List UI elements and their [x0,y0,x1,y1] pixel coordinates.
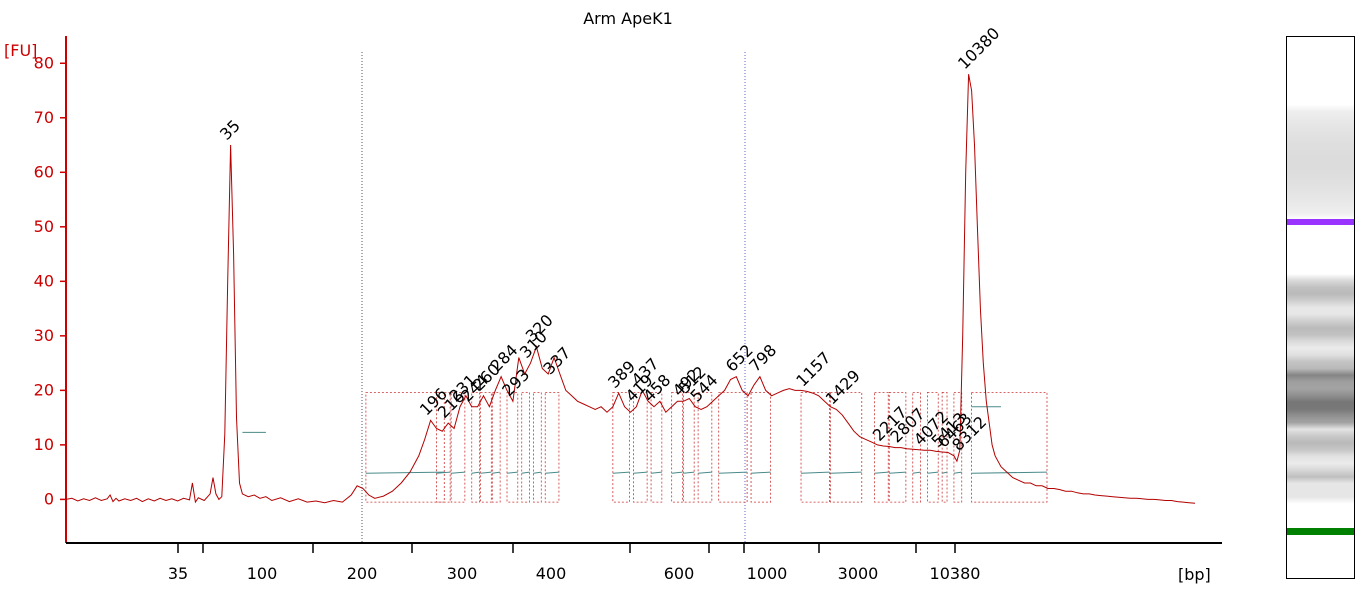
x-tick-label: 3000 [838,564,879,583]
baseline-mark [912,471,921,474]
peak-label: 10380 [954,24,1003,73]
electropherogram-plot: Arm ApeK1 [FU] [bp] 0 10 20 30 40 50 60 70 80 35… [4,9,1222,584]
x-axis-label: [bp] [1178,565,1211,584]
peak-label: 337 [539,343,574,378]
peak-segment [888,391,907,503]
peak-segment [718,391,748,503]
x-tick-label: 300 [447,564,478,583]
x-tick-label: 35 [168,564,188,583]
y-tick-label: 50 [34,217,54,236]
baseline-mark [971,471,1048,474]
chart-title: Arm ApeK1 [583,9,673,28]
peak-segment [480,391,492,503]
peak-segment [800,391,830,503]
peak-segment [697,391,713,503]
baseline-mark [471,471,480,474]
baseline-mark [451,471,465,474]
peak-segments [242,391,1048,503]
peak-segment [953,391,963,503]
y-tick-label: 70 [34,108,54,127]
peak-segment [365,391,445,503]
baseline-mark [889,471,906,474]
x-tick-label: 100 [247,564,278,583]
peak-label: 1157 [792,348,834,390]
peak-segment [533,391,542,503]
baseline-mark [521,471,530,474]
peak-segment [521,391,530,503]
peak-segment [650,391,663,503]
baseline-mark [506,471,518,474]
x-tick-label: 1000 [747,564,788,583]
peak-segment [491,391,501,503]
baseline-mark [651,471,662,474]
gel-band [1287,218,1354,226]
signal-trace [65,74,1196,504]
gel-band [1287,528,1354,535]
baseline-mark [683,471,695,474]
peak-segment [612,391,630,503]
baseline-mark [718,471,748,474]
y-axis-label: [FU] [4,41,37,60]
baseline-mark [612,471,630,474]
baseline-mark [927,471,939,474]
y-tick-label: 10 [34,435,54,454]
peak-segment [471,391,480,503]
peak-segment [450,391,466,503]
peak-label: 798 [745,341,780,376]
baseline-mark [671,471,683,474]
baseline-mark [698,471,712,474]
x-tick-label: 600 [664,564,695,583]
baseline-mark [953,471,962,474]
baseline-mark [942,471,948,474]
baseline-mark [533,471,542,474]
peak-segment [941,391,948,503]
baseline-mark [545,471,559,474]
y-tick-label: 40 [34,271,54,290]
peak-segment [633,391,648,503]
peak-segment [830,391,863,503]
peak-label: 1429 [822,366,864,408]
axes [65,36,1222,544]
peak-segment [671,391,683,503]
baseline-mark [751,471,771,474]
gel-lane [1286,36,1355,579]
baseline-mark [633,471,648,474]
baseline-mark [830,471,862,474]
y-tick-label: 0 [44,489,54,508]
y-ticks: 0 10 20 30 40 50 60 70 80 [34,53,66,508]
peak-segment [750,391,772,503]
y-tick-label: 80 [34,53,54,72]
peak-segment [927,391,939,503]
peak-segment [436,391,451,503]
peak-segment [874,391,889,503]
x-tick-label: 400 [536,564,567,583]
peak-segment [912,391,921,503]
peak-label: 35 [216,116,244,144]
x-tick-label: 10380 [930,564,981,583]
baseline-mark [436,471,451,474]
peak-segment [544,391,560,503]
y-tick-label: 60 [34,162,54,181]
x-ticks: 35 100 200 300 400 600 1000 3000 10380 [168,543,981,583]
x-tick-label: 200 [347,564,378,583]
baseline-mark [801,471,830,474]
baseline-mark [492,471,501,474]
peak-segment [683,391,695,503]
y-tick-label: 20 [34,380,54,399]
baseline-mark [365,471,445,474]
baseline-mark [874,471,889,474]
y-tick-label: 30 [34,326,54,345]
peak-segment [506,391,519,503]
baseline-mark [480,471,492,474]
peak-segment [971,391,1048,503]
